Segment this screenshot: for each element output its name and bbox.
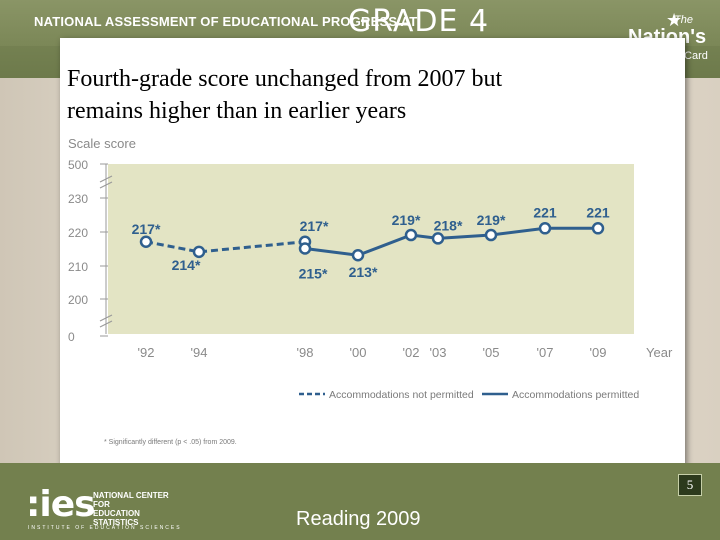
data-point-0-1	[192, 245, 206, 259]
banner-text: NATIONAL ASSESSMENT OF EDUCATIONAL PROGR…	[34, 14, 418, 29]
ies-subtitle: INSTITUTE OF EDUCATION SCIENCES	[28, 525, 182, 531]
series-group	[139, 222, 605, 262]
legend-permitted: Accommodations permitted	[512, 389, 639, 401]
data-point-1-1	[351, 248, 365, 262]
data-point-1-6	[591, 222, 605, 235]
y-tick-label-0: 0	[68, 330, 75, 344]
nces-line1: NATIONAL CENTER FOR	[93, 491, 169, 509]
x-tick-label-3: '00	[350, 345, 367, 360]
slide-title: Fourth-grade score unchanged from 2007 b…	[67, 63, 667, 127]
y-axis-break-bottom	[99, 314, 113, 328]
series-line-0	[145, 240, 306, 254]
nces-line2: EDUCATION STATISTICS	[93, 509, 140, 527]
data-label-0-1: 214*	[172, 257, 201, 273]
footnote: * Significantly different (p < .05) from…	[104, 439, 237, 446]
y-tick-label-2: 210	[68, 260, 88, 274]
y-tick-label-3: 220	[68, 226, 88, 240]
x-tick-label-2: '98	[297, 345, 314, 360]
x-tick-label-6: '05	[483, 345, 500, 360]
data-point-0-0	[139, 235, 153, 249]
x-tick-label-4: '02	[403, 345, 420, 360]
data-label-1-4: 219*	[477, 212, 506, 228]
footer-bar	[0, 463, 720, 540]
y-tick-label-5: 500	[68, 158, 88, 172]
data-point-1-0	[298, 242, 312, 255]
y-tick-label-1: 200	[68, 293, 88, 307]
nces-label: NATIONAL CENTER FOR EDUCATION STATISTICS	[93, 491, 173, 527]
y-axis-title: Scale score	[68, 136, 136, 151]
data-point-1-2	[404, 228, 418, 242]
footer-reading-title: Reading 2009	[296, 508, 421, 530]
y-ticks: 0 200 210 220 230 500	[68, 158, 113, 344]
slide-title-line2: remains higher than in earlier years	[67, 98, 407, 124]
x-tick-label-7: '07	[537, 345, 554, 360]
x-tick-label-1: '94	[191, 345, 208, 360]
page-number: 5	[678, 474, 702, 496]
x-tick-label-8: '09	[590, 345, 607, 360]
x-axis-title: Year	[646, 345, 673, 360]
ies-logo: :ies	[26, 484, 96, 525]
data-label-1-2: 219*	[392, 212, 421, 228]
x-tick-label-5: '03	[430, 345, 447, 360]
x-tick-label-0: '92	[138, 345, 155, 360]
data-label-1-6: 221	[586, 204, 610, 220]
data-point-1-4	[484, 228, 498, 242]
grade-label: GRADE 4	[348, 4, 490, 39]
data-point-1-5	[538, 222, 552, 235]
data-label-1-5: 221	[533, 204, 557, 220]
data-labels: 217* 214* 217* 215* 213* 219* 218* 219* 221 221	[132, 204, 610, 281]
data-point-1-3	[431, 232, 445, 245]
data-label-1-3: 218*	[434, 217, 463, 233]
brand-the: The	[674, 14, 693, 26]
legend: Accommodations not permitted Accommodati…	[299, 389, 639, 401]
data-label-1-1: 213*	[349, 264, 378, 280]
data-label-1-0: 215*	[299, 266, 328, 282]
data-label-0-2: 217*	[300, 218, 329, 234]
y-tick-label-4: 230	[68, 192, 88, 206]
slide-title-line1: Fourth-grade score unchanged from 2007 b…	[67, 66, 503, 92]
y-axis-break-top	[99, 175, 113, 189]
x-ticks: '92 '94 '98 '00 '02 '03 '05 '07 '09 Year	[138, 345, 673, 360]
data-label-0-0: 217*	[132, 221, 161, 237]
legend-not-permitted: Accommodations not permitted	[329, 389, 474, 401]
star-icon: ★	[666, 10, 683, 30]
